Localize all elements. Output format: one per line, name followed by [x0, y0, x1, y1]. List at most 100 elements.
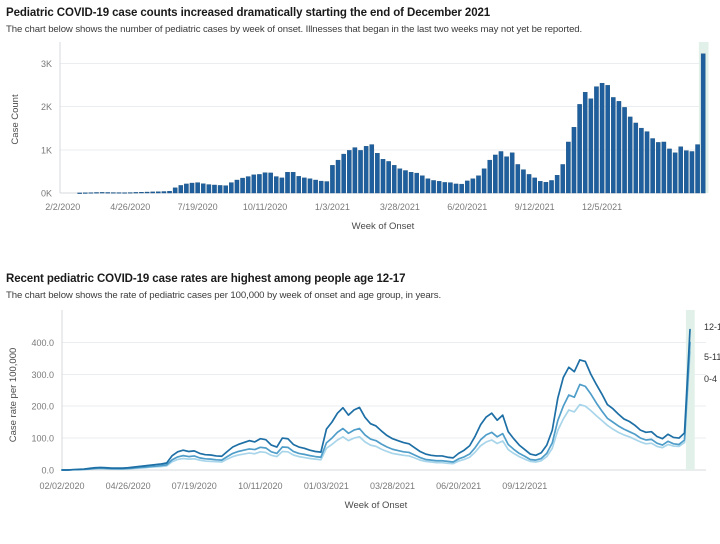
bar[interactable]: [279, 177, 285, 194]
bar-rect[interactable]: [655, 142, 661, 194]
bar[interactable]: [94, 192, 99, 194]
bar[interactable]: [99, 192, 105, 194]
bar[interactable]: [245, 176, 251, 194]
bar-rect[interactable]: [375, 153, 380, 194]
bar-rect[interactable]: [262, 172, 268, 194]
bar-rect[interactable]: [661, 141, 667, 194]
bar[interactable]: [178, 185, 184, 194]
bar-rect[interactable]: [257, 174, 262, 194]
bar-rect[interactable]: [622, 107, 627, 194]
bar[interactable]: [139, 192, 144, 194]
bar-rect[interactable]: [521, 169, 526, 194]
bar-rect[interactable]: [133, 192, 139, 194]
bar-rect[interactable]: [476, 175, 481, 194]
bar[interactable]: [459, 183, 464, 194]
bar[interactable]: [184, 183, 189, 194]
bar-rect[interactable]: [290, 172, 296, 194]
bar[interactable]: [217, 185, 223, 194]
bar[interactable]: [296, 176, 302, 194]
bar[interactable]: [582, 92, 588, 194]
bar[interactable]: [436, 181, 442, 194]
bar[interactable]: [538, 181, 543, 194]
bar[interactable]: [116, 192, 122, 194]
bar[interactable]: [554, 175, 560, 194]
bar[interactable]: [189, 182, 195, 194]
bar[interactable]: [655, 142, 661, 194]
bar-rect[interactable]: [178, 185, 184, 194]
bar[interactable]: [644, 131, 650, 194]
bar[interactable]: [487, 159, 493, 194]
line-series-0-4[interactable]: [61, 351, 691, 471]
bar[interactable]: [206, 184, 212, 194]
bar[interactable]: [594, 86, 599, 194]
bar[interactable]: [425, 178, 431, 194]
bar[interactable]: [200, 183, 206, 194]
bar-rect[interactable]: [678, 146, 684, 194]
bar[interactable]: [127, 192, 133, 194]
bar-rect[interactable]: [369, 144, 375, 194]
bar-rect[interactable]: [560, 164, 566, 194]
bar-rect[interactable]: [464, 180, 470, 194]
bar[interactable]: [633, 122, 639, 194]
bar-rect[interactable]: [172, 187, 178, 194]
bar-rect[interactable]: [397, 168, 403, 194]
bar-rect[interactable]: [639, 127, 644, 194]
bar[interactable]: [667, 148, 672, 194]
bar-rect[interactable]: [459, 183, 464, 194]
bar-rect[interactable]: [554, 175, 560, 194]
bar[interactable]: [229, 182, 234, 194]
bar[interactable]: [532, 177, 537, 194]
bar-rect[interactable]: [672, 152, 678, 194]
bar-rect[interactable]: [313, 179, 318, 194]
bar-rect[interactable]: [605, 85, 610, 194]
bar-rect[interactable]: [408, 172, 414, 194]
bar[interactable]: [268, 172, 273, 194]
bar-rect[interactable]: [296, 176, 302, 194]
bar[interactable]: [122, 192, 127, 194]
bar[interactable]: [661, 141, 667, 194]
bar[interactable]: [375, 153, 380, 194]
bar[interactable]: [307, 178, 313, 194]
bar-rect[interactable]: [493, 154, 498, 194]
bar-rect[interactable]: [156, 191, 161, 194]
line-series-5-11[interactable]: [61, 341, 691, 471]
bar-rect[interactable]: [650, 138, 655, 194]
bar-rect[interactable]: [240, 177, 245, 194]
bar-rect[interactable]: [94, 192, 99, 194]
bar[interactable]: [313, 179, 318, 194]
bar[interactable]: [611, 97, 616, 194]
bar[interactable]: [543, 181, 549, 194]
bar-rect[interactable]: [549, 180, 554, 194]
bar-rect[interactable]: [217, 185, 223, 194]
bar[interactable]: [156, 191, 161, 194]
bar-rect[interactable]: [161, 191, 167, 194]
bar-rect[interactable]: [611, 97, 616, 194]
bar[interactable]: [622, 107, 627, 194]
bar-rect[interactable]: [200, 183, 206, 194]
line-series-12-17[interactable]: [61, 328, 691, 471]
bar[interactable]: [566, 141, 571, 194]
bar[interactable]: [442, 182, 448, 194]
bar-rect[interactable]: [285, 172, 290, 194]
bar[interactable]: [616, 101, 622, 194]
bar[interactable]: [234, 179, 240, 194]
bar-rect[interactable]: [431, 180, 436, 194]
bar-rect[interactable]: [448, 182, 453, 194]
bar[interactable]: [290, 172, 296, 194]
bar[interactable]: [161, 191, 167, 194]
bar-rect[interactable]: [144, 191, 150, 194]
bar-rect[interactable]: [442, 182, 448, 194]
bar-rect[interactable]: [509, 152, 515, 194]
bar-rect[interactable]: [88, 192, 94, 194]
bar[interactable]: [223, 185, 228, 194]
bar-rect[interactable]: [420, 175, 425, 194]
bar-rect[interactable]: [279, 177, 285, 194]
bar[interactable]: [470, 178, 476, 194]
bar-rect[interactable]: [251, 174, 257, 194]
bar[interactable]: [195, 182, 200, 194]
bar-rect[interactable]: [644, 131, 650, 194]
bar[interactable]: [257, 174, 262, 194]
bar[interactable]: [521, 169, 526, 194]
bar[interactable]: [526, 174, 532, 194]
bar-rect[interactable]: [268, 172, 273, 194]
